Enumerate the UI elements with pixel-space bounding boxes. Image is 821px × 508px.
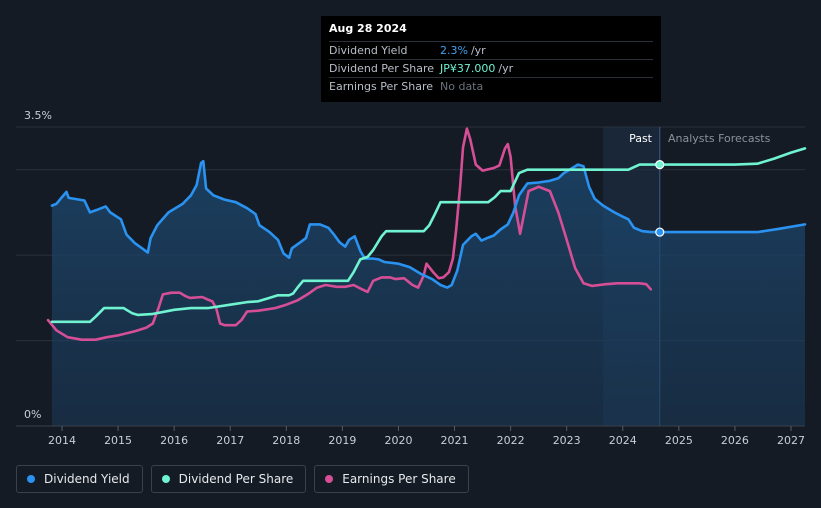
x-tick-label: 2021	[441, 434, 469, 447]
legend-item-dividend-yield[interactable]: Dividend Yield	[16, 465, 143, 493]
tooltip: Aug 28 2024 Dividend Yield 2.3%/yr Divid…	[321, 16, 661, 102]
y-axis: 3.5% 0%	[24, 109, 52, 421]
x-tick-label: 2026	[721, 434, 749, 447]
tooltip-label: Dividend Yield	[329, 44, 408, 57]
forecast-label: Analysts Forecasts	[668, 132, 771, 145]
x-tick-label: 2016	[160, 434, 188, 447]
series-line-earnings-per-share	[46, 127, 653, 341]
marker-dividend-yield	[655, 227, 665, 237]
y-tick-label: 3.5%	[24, 109, 52, 122]
tooltip-value: No data	[440, 80, 486, 93]
x-tick-label: 2025	[665, 434, 693, 447]
x-tick-label: 2023	[553, 434, 581, 447]
y-tick-label: 0%	[24, 408, 41, 421]
tooltip-unit: /yr	[498, 62, 514, 75]
tooltip-value: 2.3%/yr	[440, 44, 486, 57]
legend-dot-icon	[161, 475, 170, 483]
legend-item-earnings-per-share[interactable]: Earnings Per Share	[314, 465, 469, 493]
series-line-dividend-per-share	[50, 147, 807, 324]
tooltip-row-dividend-per-share: Dividend Per Share JP¥37.000/yr	[329, 59, 653, 77]
tooltip-value-text: No data	[440, 80, 484, 93]
legend-dot-icon	[325, 475, 334, 483]
series-area-dividend-yield	[51, 161, 805, 426]
tooltip-row-dividend-yield: Dividend Yield 2.3%/yr	[329, 41, 653, 59]
x-tick-label: 2022	[497, 434, 525, 447]
x-tick-label: 2027	[777, 434, 805, 447]
marker-group	[655, 159, 665, 237]
tooltip-label: Earnings Per Share	[329, 80, 434, 93]
series-line-dividend-yield	[50, 159, 807, 289]
legend: Dividend Yield Dividend Per Share Earnin…	[16, 465, 469, 493]
past-label: Past	[629, 132, 653, 145]
legend-label: Dividend Per Share	[178, 472, 294, 486]
x-tick-label: 2017	[216, 434, 244, 447]
legend-label: Earnings Per Share	[342, 472, 456, 486]
x-tick-label: 2020	[384, 434, 412, 447]
x-tick-label: 2014	[48, 434, 76, 447]
series-group	[46, 127, 807, 426]
x-tick-label: 2024	[609, 434, 637, 447]
tooltip-date: Aug 28 2024	[329, 22, 407, 35]
legend-item-dividend-per-share[interactable]: Dividend Per Share	[150, 465, 307, 493]
x-tick-label: 2015	[104, 434, 132, 447]
tooltip-value: JP¥37.000/yr	[440, 62, 513, 75]
x-tick-label: 2018	[272, 434, 300, 447]
legend-dot-icon	[27, 475, 35, 483]
legend-label: Dividend Yield	[44, 472, 130, 486]
tooltip-label: Dividend Per Share	[329, 62, 435, 75]
x-tick-label: 2019	[328, 434, 356, 447]
tooltip-row-earnings-per-share: Earnings Per Share No data	[329, 77, 653, 95]
x-axis: 2014 2015 2016 2017 2018 2019 2020 2021 2022 2023…	[16, 425, 805, 447]
marker-dividend-per-share	[655, 159, 665, 170]
tooltip-value-text: 2.3%	[440, 44, 468, 57]
tooltip-unit: /yr	[470, 44, 486, 57]
tooltip-value-text: JP¥37.000	[440, 62, 496, 75]
